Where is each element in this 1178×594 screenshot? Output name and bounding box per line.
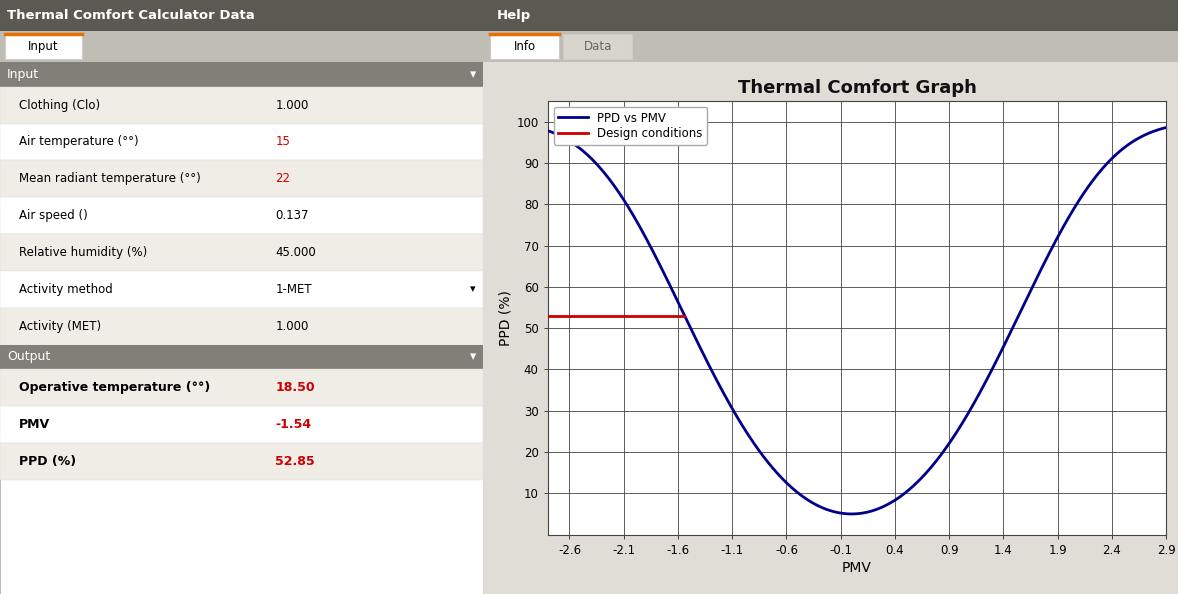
Text: Clothing (Clo): Clothing (Clo) bbox=[19, 99, 100, 112]
Bar bbox=[483, 31, 1178, 62]
Text: ▾: ▾ bbox=[470, 350, 476, 364]
Title: Thermal Comfort Graph: Thermal Comfort Graph bbox=[737, 78, 977, 97]
Bar bbox=[0, 62, 483, 594]
Bar bbox=[0, 197, 483, 234]
Text: Input: Input bbox=[7, 68, 39, 81]
Text: ▾: ▾ bbox=[470, 285, 476, 294]
Text: Activity (MET): Activity (MET) bbox=[19, 320, 101, 333]
Bar bbox=[563, 34, 633, 59]
Bar bbox=[0, 0, 483, 31]
Bar bbox=[0, 62, 483, 87]
Text: 45.000: 45.000 bbox=[276, 246, 316, 259]
Text: 0.137: 0.137 bbox=[276, 209, 309, 222]
Bar bbox=[0, 345, 483, 369]
Bar bbox=[0, 369, 483, 406]
Bar bbox=[0, 443, 483, 480]
Bar bbox=[0, 271, 483, 308]
Text: 22: 22 bbox=[276, 172, 290, 185]
Bar bbox=[490, 34, 560, 59]
Bar bbox=[0, 160, 483, 197]
Y-axis label: PPD (%): PPD (%) bbox=[498, 290, 512, 346]
Bar bbox=[483, 62, 1178, 594]
Bar bbox=[0, 234, 483, 271]
Bar bbox=[0, 31, 483, 62]
Text: 1-MET: 1-MET bbox=[276, 283, 312, 296]
Text: Help: Help bbox=[497, 9, 531, 22]
Bar bbox=[0, 124, 483, 160]
Text: 1.000: 1.000 bbox=[276, 99, 309, 112]
Text: 1.000: 1.000 bbox=[276, 320, 309, 333]
Bar bbox=[5, 34, 82, 59]
Text: Activity method: Activity method bbox=[19, 283, 113, 296]
Text: PPD (%): PPD (%) bbox=[19, 455, 77, 468]
Text: Air temperature (°°): Air temperature (°°) bbox=[19, 135, 139, 148]
Text: Thermal Comfort Calculator Data: Thermal Comfort Calculator Data bbox=[7, 9, 254, 22]
Bar bbox=[0, 308, 483, 345]
Bar bbox=[0, 87, 483, 124]
Text: Data: Data bbox=[583, 40, 611, 53]
Text: -1.54: -1.54 bbox=[276, 418, 311, 431]
Text: Info: Info bbox=[514, 40, 536, 53]
Text: Relative humidity (%): Relative humidity (%) bbox=[19, 246, 147, 259]
X-axis label: PMV: PMV bbox=[842, 561, 872, 575]
Text: Air speed (): Air speed () bbox=[19, 209, 88, 222]
Text: Input: Input bbox=[28, 40, 59, 53]
Text: ▾: ▾ bbox=[470, 68, 476, 81]
Bar bbox=[483, 0, 1178, 31]
Text: Mean radiant temperature (°°): Mean radiant temperature (°°) bbox=[19, 172, 201, 185]
Text: Operative temperature (°°): Operative temperature (°°) bbox=[19, 381, 211, 394]
Text: PMV: PMV bbox=[19, 418, 51, 431]
Text: 15: 15 bbox=[276, 135, 290, 148]
Legend: PPD vs PMV, Design conditions: PPD vs PMV, Design conditions bbox=[554, 107, 708, 145]
Text: 18.50: 18.50 bbox=[276, 381, 315, 394]
Text: 52.85: 52.85 bbox=[276, 455, 315, 468]
Text: Output: Output bbox=[7, 350, 51, 364]
Bar bbox=[0, 406, 483, 443]
